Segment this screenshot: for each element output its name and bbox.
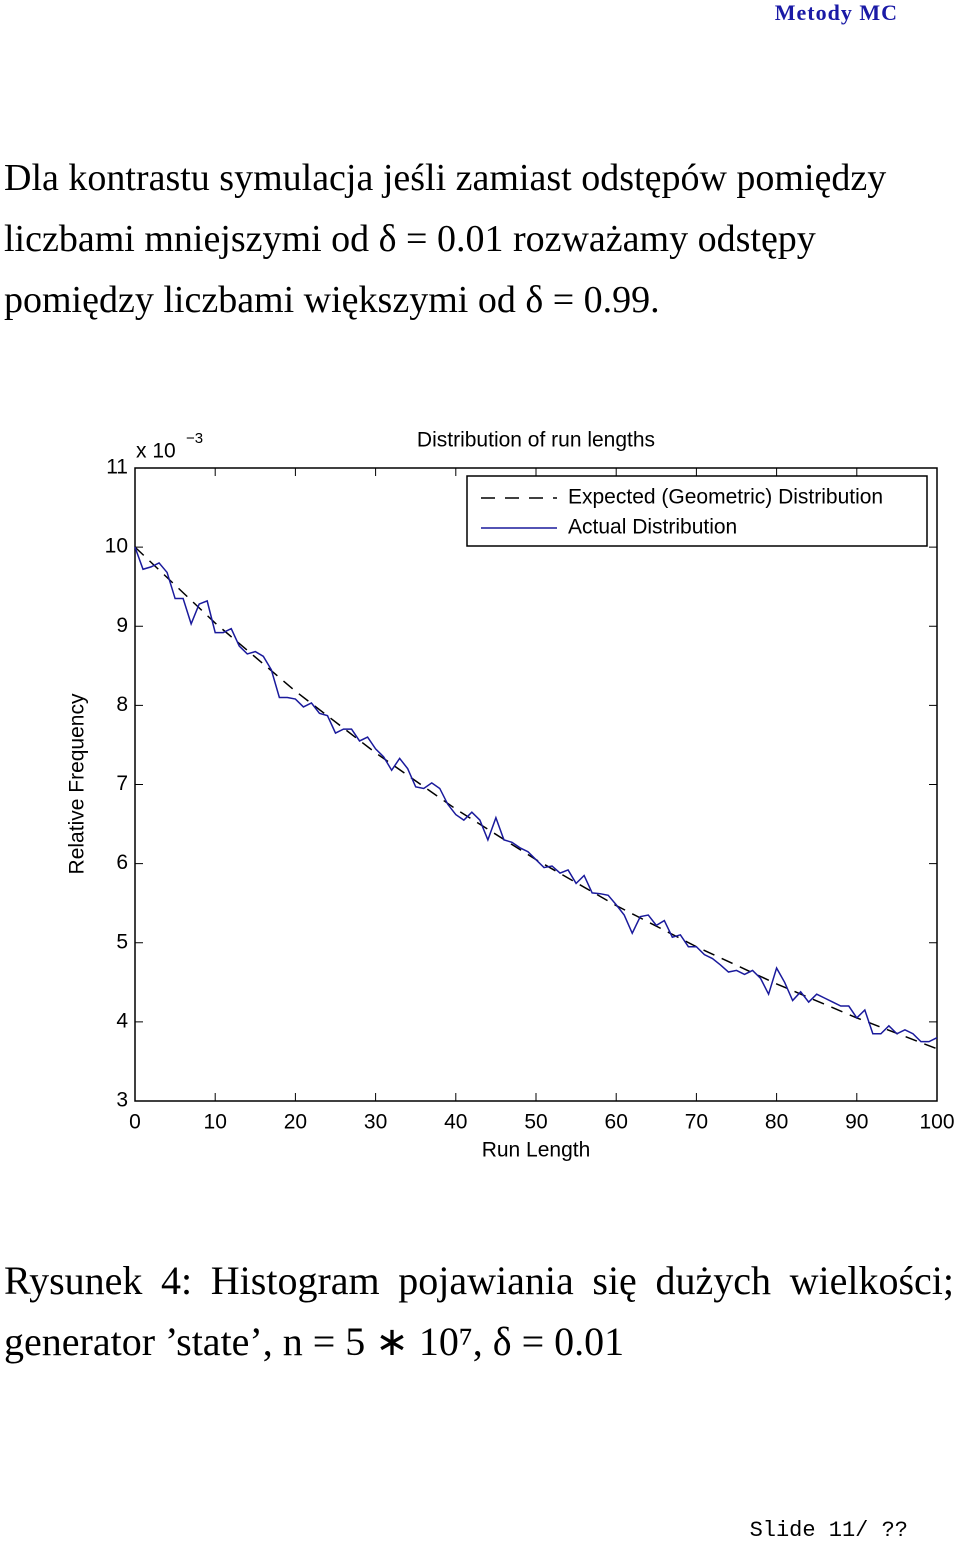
x-tick-label: 70 [685, 1111, 708, 1134]
x-tick-label: 100 [919, 1111, 954, 1134]
y-tick-label: 8 [116, 693, 128, 716]
x-tick-label: 80 [765, 1111, 788, 1134]
legend-box [466, 475, 928, 547]
plot-frame [134, 467, 938, 1102]
y-multiplier: x 10 [136, 440, 176, 463]
y-tick-label: 4 [116, 1009, 128, 1032]
y-tick-label: 11 [106, 456, 128, 479]
x-tick-label: 20 [284, 1111, 307, 1134]
series-line [134, 546, 938, 1043]
y-tick-label: 10 [105, 535, 128, 558]
x-tick-label: 40 [444, 1111, 467, 1134]
x-tick-label: 10 [204, 1111, 227, 1134]
y-tick-label: 5 [116, 930, 128, 953]
x-tick-label: 90 [845, 1111, 868, 1134]
y-tick-label: 6 [116, 851, 128, 874]
legend-label: Expected (Geometric) Distribution [568, 486, 883, 509]
y-tick-label: 7 [116, 772, 128, 795]
y-tick-label: 3 [116, 1089, 128, 1112]
series-line [134, 546, 938, 1050]
x-tick-label: 0 [129, 1111, 141, 1134]
y-axis-label: Relative Frequency [66, 693, 89, 874]
header: Metody MC [774, 0, 898, 25]
y-tick-label: 9 [116, 614, 128, 637]
legend-label: Actual Distribution [568, 516, 737, 539]
chart-title: Distribution of run lengths [417, 429, 655, 452]
x-tick-label: 50 [524, 1111, 547, 1134]
footer: Slide 11/ ?? [749, 1518, 908, 1543]
x-tick-label: 60 [605, 1111, 628, 1134]
x-tick-label: 30 [364, 1111, 387, 1134]
x-axis-label: Run Length [482, 1139, 591, 1162]
intro-text: Dla kontrastu symulacja jeśli zamiast od… [4, 157, 887, 321]
caption: Rysunek 4: Histogram pojawiania się duży… [4, 1258, 954, 1364]
y-multiplier-power: −3 [186, 430, 203, 447]
